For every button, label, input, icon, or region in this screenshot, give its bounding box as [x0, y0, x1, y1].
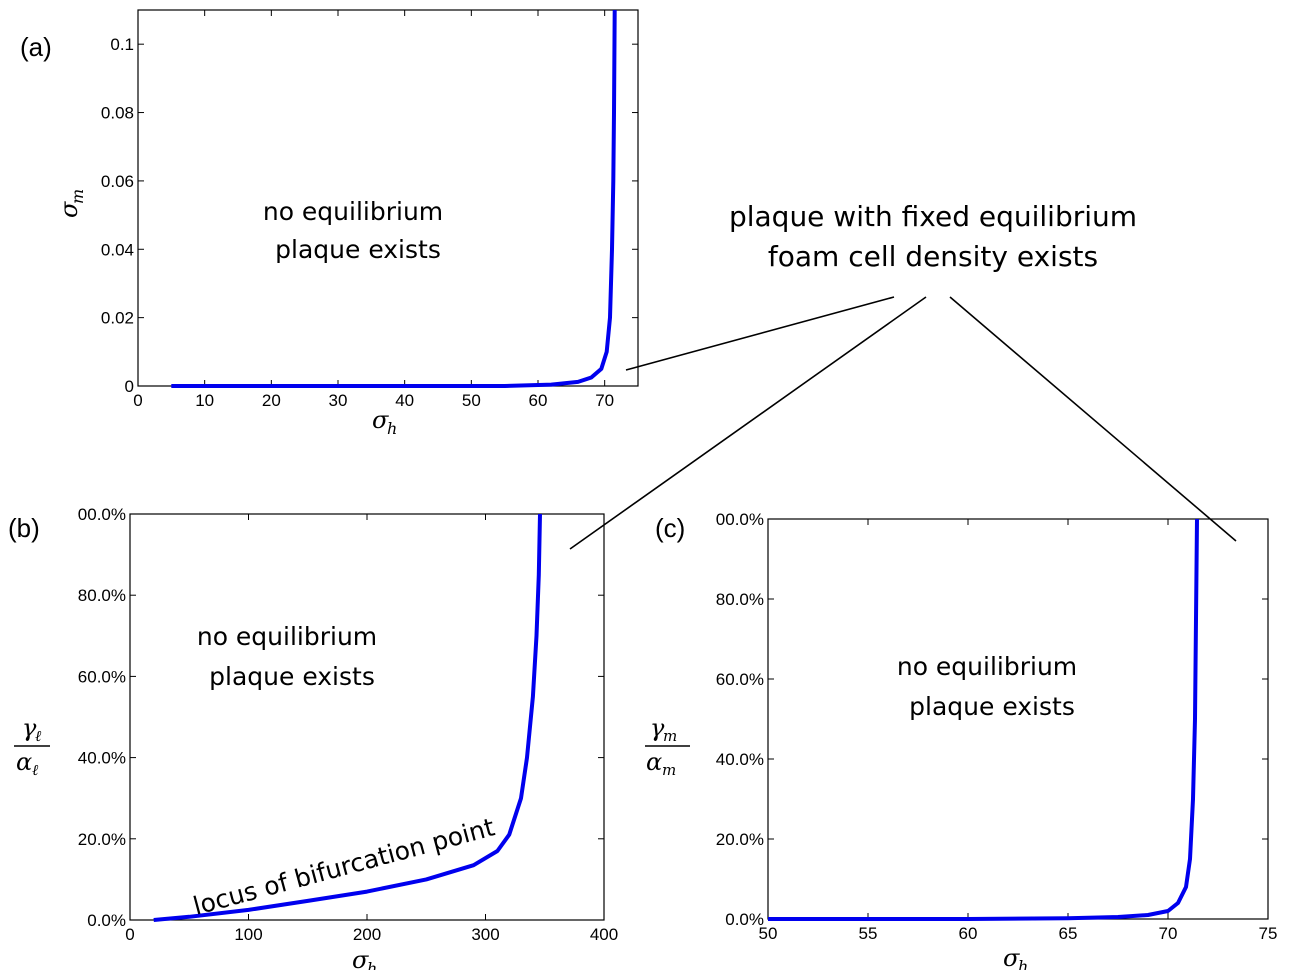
panel-a-label: (a): [20, 32, 52, 62]
panel-b-y-tick-label: 0.0%: [87, 911, 126, 930]
svg-text:σ: σ: [55, 201, 83, 218]
panel-b-annotation-line2: plaque exists: [209, 662, 375, 691]
panel-b-label: (b): [8, 513, 40, 543]
panel-a-x-tick-label: 20: [262, 391, 281, 410]
svg-text:σ: σ: [352, 946, 369, 970]
panel-b-y-tick-label: 60.0%: [78, 667, 126, 686]
panel-c-x-tick-label: 65: [1059, 924, 1078, 943]
panel-b-annotation-line1: no equilibrium: [197, 622, 377, 651]
panel-a-y-tick-label: 0.1: [110, 35, 134, 54]
panel-b-x-tick-label: 100: [234, 925, 262, 944]
panel-a-y-tick-label: 0.04: [101, 240, 134, 259]
panel-a-x-tick-label: 40: [395, 391, 414, 410]
panel-a-y-tick-label: 0.06: [101, 172, 134, 191]
panel-b-series-line: [153, 513, 542, 922]
panel-b-x-tick-label: 200: [353, 925, 381, 944]
pointer-to-panel-c: [949, 296, 1237, 542]
svg-text:γ: γ: [650, 714, 665, 742]
svg-text:h: h: [387, 419, 397, 438]
panel-c-x-tick-label: 75: [1259, 924, 1278, 943]
panel-c-y-tick-label: 40.0%: [716, 750, 764, 769]
panel-a-x-tick-label: 10: [195, 391, 214, 410]
svg-text:α: α: [646, 748, 662, 776]
panel-b-x-tick-label: 300: [471, 925, 499, 944]
panel-c-y-ticks: 0.0% 20.0% 40.0% 60.0% 80.0% 00.0%: [716, 510, 1268, 929]
panel-a: (a) 0 10 20 30 40 50 60 70 0 0.02 0.04 0.06 0.08 0.1…: [20, 9, 639, 438]
panel-c-x-tick-label: 60: [959, 924, 978, 943]
svg-text:ℓ: ℓ: [32, 761, 38, 779]
panel-a-annotation-line2: plaque exists: [275, 235, 441, 264]
svg-text:m: m: [68, 189, 87, 204]
panel-c-y-tick-label: 0.0%: [725, 910, 764, 929]
panel-a-x-ticks: 0 10 20 30 40 50 60 70: [133, 10, 614, 410]
panel-b-x-ticks: 0 100 200 300 400: [125, 514, 618, 944]
panel-a-y-tick-label: 0: [125, 377, 134, 396]
svg-text:ℓ: ℓ: [35, 727, 41, 745]
panel-a-x-tick-label: 70: [595, 391, 614, 410]
panel-c-x-tick-label: 55: [859, 924, 878, 943]
panel-b-x-tick-label: 400: [590, 925, 618, 944]
panel-b-y-axis-label: γ ℓ α ℓ: [14, 714, 50, 779]
panel-c-y-tick-label: 20.0%: [716, 830, 764, 849]
panel-a-annotation-line1: no equilibrium: [263, 197, 443, 226]
panel-c-y-tick-label: 00.0%: [716, 510, 764, 529]
shared-annotation-line2: foam cell density exists: [768, 240, 1098, 273]
panel-a-x-tick-label: 30: [329, 391, 348, 410]
panel-a-y-axis-label: σ m: [55, 189, 87, 218]
panel-a-x-axis-label: σ h: [372, 406, 397, 438]
svg-text:m: m: [662, 761, 676, 779]
panel-a-x-tick-label: 60: [529, 391, 548, 410]
svg-text:α: α: [16, 748, 32, 776]
panel-c-y-axis-label: γ m α m: [645, 714, 690, 779]
panel-a-y-ticks: 0 0.02 0.04 0.06 0.08 0.1: [101, 35, 638, 396]
panel-c-y-tick-label: 60.0%: [716, 670, 764, 689]
panel-b-y-tick-label: 00.0%: [78, 505, 126, 524]
panel-a-x-tick-label: 0: [133, 391, 142, 410]
shared-annotation: plaque with fixed equilibrium foam cell …: [569, 200, 1237, 550]
panel-a-series-line: [171, 9, 617, 388]
panel-b-y-tick-label: 40.0%: [78, 749, 126, 768]
panel-c-series-line: [768, 518, 1199, 921]
svg-text:σ: σ: [1003, 944, 1020, 970]
panel-c-x-tick-label: 70: [1159, 924, 1178, 943]
panel-b-x-tick-label: 0: [125, 925, 134, 944]
panel-b-y-ticks: 0.0% 20.0% 40.0% 60.0% 80.0% 00.0%: [78, 505, 604, 930]
panel-b-x-axis-label: σ h: [352, 946, 377, 970]
panel-c-x-tick-label: 50: [759, 924, 778, 943]
panel-b: (b) 0 100 200 300 400 0.0% 20.0% 40.0% 60.0% 80.…: [8, 505, 618, 970]
panel-b-y-tick-label: 80.0%: [78, 586, 126, 605]
panel-c-x-ticks: 50 55 60 65 70 75: [759, 519, 1278, 943]
svg-text:σ: σ: [372, 406, 389, 434]
svg-text:h: h: [1018, 957, 1028, 970]
panel-b-y-tick-label: 20.0%: [78, 830, 126, 849]
panel-c-annotation-line2: plaque exists: [909, 692, 1075, 721]
panel-c-x-axis-label: σ h: [1003, 944, 1028, 970]
panel-a-y-tick-label: 0.02: [101, 309, 134, 328]
panel-a-x-tick-label: 50: [462, 391, 481, 410]
svg-text:γ: γ: [22, 714, 37, 742]
panel-c-y-tick-label: 80.0%: [716, 590, 764, 609]
panel-c-annotation-line1: no equilibrium: [897, 652, 1077, 681]
panel-a-y-tick-label: 0.08: [101, 104, 134, 123]
panel-b-curve-label: locus of bifurcation point: [190, 812, 498, 920]
shared-annotation-line1: plaque with fixed equilibrium: [729, 200, 1137, 233]
pointer-to-panel-a: [625, 296, 895, 371]
panel-c: (c) 50 55 60 65 70 75 0.0% 20.0% 40.0% 60.0% 80.0…: [645, 510, 1277, 970]
pointer-to-panel-b: [569, 296, 927, 550]
svg-text:h: h: [367, 959, 377, 970]
panel-c-label: (c): [655, 513, 685, 543]
svg-text:m: m: [663, 727, 677, 745]
